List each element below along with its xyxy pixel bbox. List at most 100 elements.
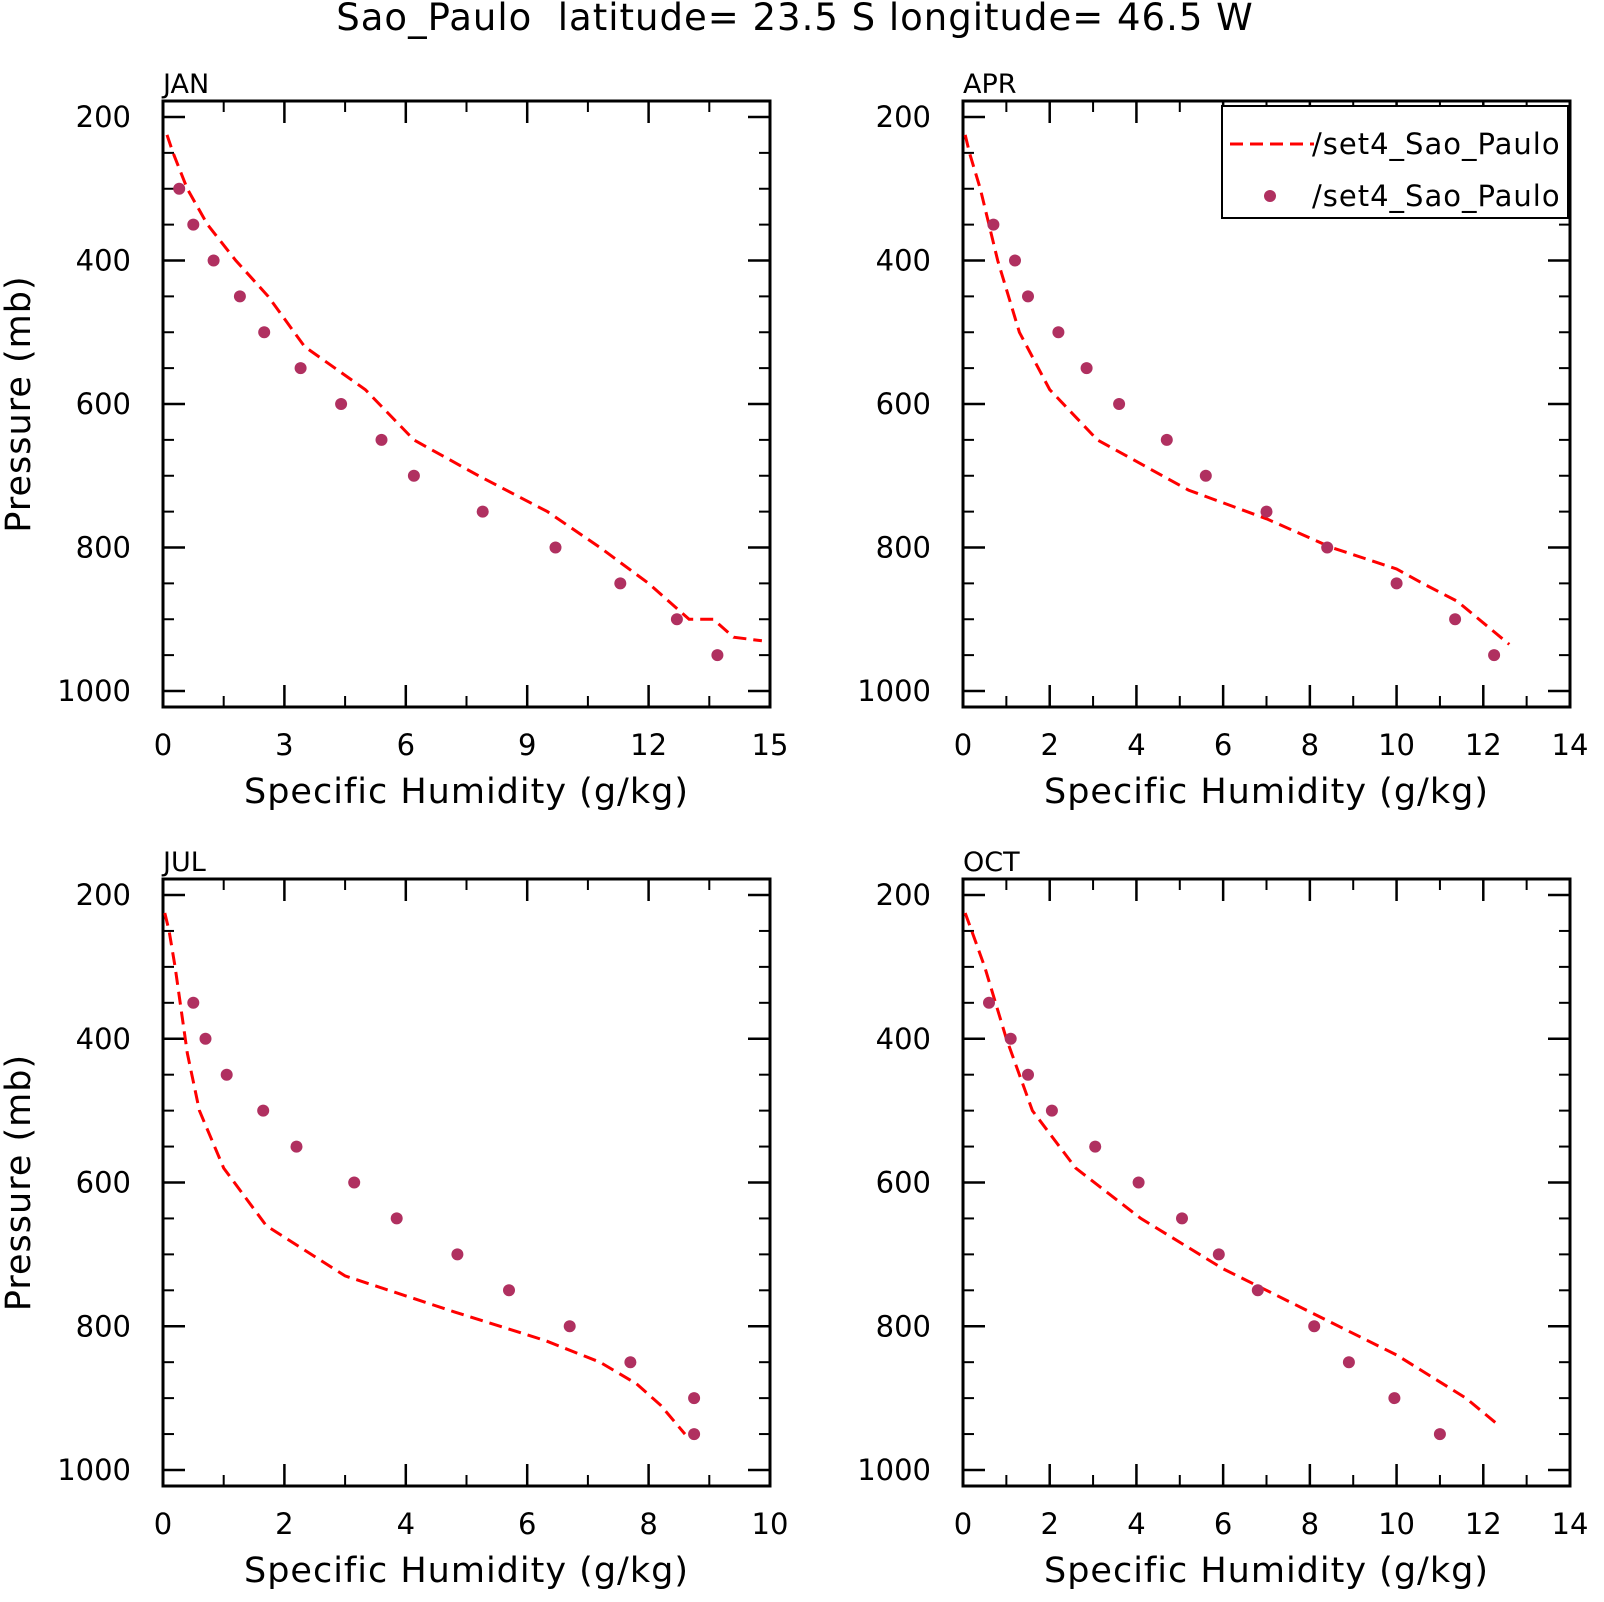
x-axis-label: Specific Humidity (g/kg) xyxy=(1044,772,1489,812)
y-tick-label: 800 xyxy=(76,1309,131,1343)
obs-point xyxy=(1199,469,1212,482)
obs-point xyxy=(549,541,562,554)
obs-point xyxy=(1212,1248,1225,1261)
legend-box xyxy=(1221,105,1569,219)
x-tick-label: 0 xyxy=(954,1507,972,1541)
x-tick-label: 4 xyxy=(1127,728,1145,762)
y-tick-label: 400 xyxy=(876,244,931,278)
obs-point xyxy=(1321,541,1334,554)
y-tick-label: 600 xyxy=(876,1166,931,1200)
x-tick-label: 0 xyxy=(954,728,972,762)
y-tick-label: 1000 xyxy=(57,1453,131,1487)
obs-point xyxy=(1388,1392,1401,1405)
model-dashed-line xyxy=(165,134,763,643)
y-tick-label: 1000 xyxy=(857,674,931,708)
model-dashed-line xyxy=(163,912,687,1436)
obs-point xyxy=(187,218,200,231)
x-axis-label: Specific Humidity (g/kg) xyxy=(244,772,689,812)
obs-point xyxy=(1052,326,1065,339)
obs-point xyxy=(187,996,200,1009)
obs-point xyxy=(614,577,627,590)
obs-point xyxy=(1160,433,1173,446)
x-tick-label: 9 xyxy=(518,728,536,762)
obs-point xyxy=(258,326,271,339)
x-tick-label: 6 xyxy=(1214,728,1232,762)
x-tick-label: 14 xyxy=(1552,728,1589,762)
y-tick-label: 600 xyxy=(876,387,931,421)
x-tick-label: 2 xyxy=(275,1507,293,1541)
model-dashed-line xyxy=(963,912,1498,1425)
obs-point xyxy=(1022,1068,1034,1081)
obs-point xyxy=(407,469,420,482)
x-tick-label: 8 xyxy=(1301,1507,1319,1541)
panel-label: APR xyxy=(963,69,1017,100)
y-tick-label: 600 xyxy=(76,1166,131,1200)
chart-panel-apr: APR 0 2 4 6 8 10 12 14 200 400 600 800 1000 Specific H… xyxy=(857,69,1588,812)
y-tick-label: 400 xyxy=(876,1022,931,1056)
x-tick-label: 10 xyxy=(752,1507,789,1541)
obs-point xyxy=(451,1248,464,1261)
x-tick-label: 12 xyxy=(1465,1507,1502,1541)
obs-point xyxy=(987,218,1000,231)
obs-point xyxy=(1080,362,1093,375)
obs-point xyxy=(257,1104,270,1117)
obs-point xyxy=(1004,1032,1017,1045)
chart-panel-oct: OCT 0 2 4 6 8 10 12 14 200 400 600 800 1000 Specific H… xyxy=(857,847,1588,1591)
obs-point xyxy=(335,398,348,410)
y-tick-label: 200 xyxy=(876,878,931,912)
obs-point xyxy=(294,362,307,375)
x-tick-label: 12 xyxy=(630,728,667,762)
x-tick-label: 8 xyxy=(1301,728,1319,762)
obs-point xyxy=(624,1356,637,1369)
y-axis-label: Pressure (mb) xyxy=(0,1054,39,1311)
y-tick-label: 200 xyxy=(76,100,131,134)
y-tick-label: 1000 xyxy=(857,1453,931,1487)
obs-point xyxy=(375,433,388,446)
legend-label: /set4_Sao_Paulo xyxy=(1312,179,1561,213)
x-tick-label: 10 xyxy=(1378,728,1415,762)
y-tick-label: 600 xyxy=(76,387,131,421)
x-tick-label: 0 xyxy=(154,1507,172,1541)
y-tick-label: 400 xyxy=(76,1022,131,1056)
y-axis-label: Pressure (mb) xyxy=(0,275,39,532)
obs-point xyxy=(1132,1176,1145,1189)
x-tick-label: 6 xyxy=(397,728,415,762)
obs-point xyxy=(1009,254,1021,267)
x-tick-label: 2 xyxy=(1040,1507,1058,1541)
x-tick-label: 8 xyxy=(639,1507,657,1541)
y-tick-label: 200 xyxy=(876,100,931,134)
legend-entries: /set4_Sao_Paulo/set4_Sao_Paulo xyxy=(1230,127,1561,213)
obs-point xyxy=(1045,1104,1058,1117)
plot-frame xyxy=(961,877,1572,1488)
y-tick-label: 800 xyxy=(76,531,131,565)
obs-point xyxy=(1022,290,1034,303)
obs-point xyxy=(348,1176,361,1189)
obs-point xyxy=(1342,1356,1355,1369)
obs-point xyxy=(1260,505,1273,518)
obs-point xyxy=(563,1320,576,1333)
x-axis-label: Specific Humidity (g/kg) xyxy=(244,1551,689,1591)
x-tick-label: 6 xyxy=(518,1507,536,1541)
obs-point xyxy=(1390,577,1403,590)
obs-point xyxy=(711,649,724,662)
panel-label: OCT xyxy=(963,847,1020,878)
x-axis-label: Specific Humidity (g/kg) xyxy=(1044,1551,1489,1591)
panel-label: JUL xyxy=(161,847,206,878)
obs-point xyxy=(1089,1140,1102,1153)
legend-label: /set4_Sao_Paulo xyxy=(1312,127,1561,161)
x-tick-label: 4 xyxy=(397,1507,415,1541)
obs-point xyxy=(173,182,186,195)
y-tick-label: 400 xyxy=(76,244,131,278)
x-tick-label: 0 xyxy=(154,728,172,762)
legend-dot-swatch xyxy=(1264,190,1276,202)
obs-point xyxy=(1176,1212,1188,1225)
obs-point xyxy=(688,1428,701,1441)
obs-point xyxy=(1251,1284,1264,1297)
obs-point xyxy=(1113,398,1126,410)
obs-point xyxy=(290,1140,303,1153)
plot-frame xyxy=(161,877,772,1488)
y-tick-label: 800 xyxy=(876,1309,931,1343)
figure-title: Sao_Paulo latitude= 23.5 S longitude= 46… xyxy=(336,0,1253,39)
legend: /set4_Sao_Paulo/set4_Sao_Paulo xyxy=(1221,105,1569,219)
